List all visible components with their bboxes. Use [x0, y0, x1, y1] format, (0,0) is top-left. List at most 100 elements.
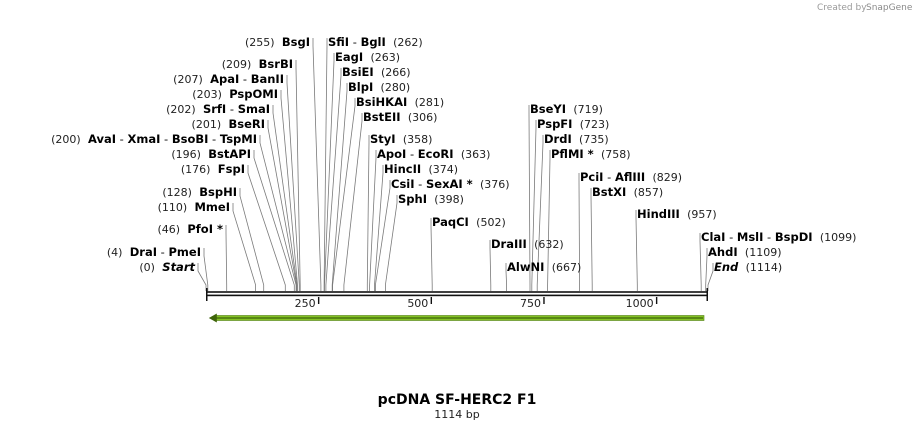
site-label-bseyi[interactable]: BseYI (719) — [530, 102, 603, 116]
site-position: (202) — [166, 103, 196, 116]
enzyme-name: BlpI — [348, 80, 373, 94]
axis-tick-mark — [655, 297, 658, 304]
enzyme-name: PciI — [580, 170, 603, 184]
site-position: (735) — [579, 133, 609, 146]
site-label-mmei[interactable]: (110) MmeI — [158, 200, 230, 214]
enzyme-separator: - — [116, 132, 127, 146]
feature-arrow[interactable] — [208, 313, 705, 323]
leader-pspfi — [531, 120, 537, 291]
site-label-eagi[interactable]: EagI (263) — [335, 50, 400, 64]
site-position: (957) — [687, 208, 717, 221]
enzyme-name: AhdI — [708, 245, 738, 259]
credit-brand: SnapGene — [866, 3, 913, 13]
site-label-bsihkai[interactable]: BsiHKAI (281) — [356, 95, 444, 109]
site-label-avai-xmai-bsobi-tspmi[interactable]: (200) AvaI - XmaI - BsoBI - TspMI — [51, 132, 257, 146]
site-position: (723) — [580, 118, 610, 131]
leader-bsgi — [312, 38, 322, 291]
site-position: (0) — [139, 261, 155, 274]
site-label-bsgi[interactable]: (255) BsgI — [245, 35, 310, 49]
sequence-top-strand — [206, 291, 708, 293]
site-label-fspi[interactable]: (176) FspI — [181, 162, 245, 176]
site-label-bseri[interactable]: (201) BseRI — [192, 117, 265, 131]
site-label-bsiei[interactable]: BsiEI (266) — [342, 65, 411, 79]
enzyme-name: EagI — [335, 50, 363, 64]
enzyme-name: XmaI — [127, 132, 160, 146]
site-label-start[interactable]: (0) Start — [139, 260, 195, 274]
leader-apai-banii — [286, 75, 300, 291]
enzyme-name: PspOMI — [229, 87, 278, 101]
enzyme-name: BsiHKAI — [356, 95, 407, 109]
enzyme-separator: - — [160, 132, 171, 146]
enzyme-name: SphI — [398, 192, 427, 206]
site-label-blpi[interactable]: BlpI (280) — [348, 80, 410, 94]
enzyme-separator: - — [415, 177, 426, 191]
site-label-sfii-bgli[interactable]: SfiI - BglI (262) — [328, 35, 423, 49]
site-label-paqci[interactable]: PaqCI (502) — [432, 215, 506, 229]
enzyme-name: SexAI * — [426, 177, 473, 191]
site-label-hindiii[interactable]: HindIII (957) — [637, 207, 717, 221]
site-label-end[interactable]: End (1114) — [714, 260, 782, 274]
enzyme-separator: - — [725, 230, 736, 244]
leader-bsteii — [343, 113, 363, 291]
enzyme-name: AflIII — [615, 170, 645, 184]
enzyme-name: BsrBI — [259, 57, 293, 71]
axis-ticks: 250 500 750 1000 — [295, 297, 658, 310]
enzyme-name: PaqCI — [432, 215, 469, 229]
site-position: (632) — [534, 238, 564, 251]
site-label-hincii[interactable]: HincII (374) — [384, 162, 458, 176]
leader-paqci — [430, 218, 433, 291]
site-position: (398) — [434, 193, 464, 206]
site-position: (363) — [461, 148, 491, 161]
site-label-csii-sexai[interactable]: CsiI - SexAI * (376) — [391, 177, 510, 191]
site-label-srfi-smai[interactable]: (202) SrfI - SmaI — [166, 102, 270, 116]
site-label-bsphi[interactable]: (128) BspHI — [162, 185, 237, 199]
axis-tick-mark — [430, 297, 433, 304]
leader-bseyi — [528, 105, 531, 291]
site-label-apoi-ecori[interactable]: ApoI - EcoRI (363) — [377, 147, 490, 161]
leader-bstxi — [590, 188, 593, 291]
enzyme-name: MmeI — [194, 200, 230, 214]
leader-pfoi — [225, 225, 228, 291]
enzyme-separator: - — [406, 147, 417, 161]
leader-bsrbi — [295, 60, 301, 291]
enzyme-separator: - — [763, 230, 774, 244]
site-label-drdi[interactable]: DrdI (735) — [544, 132, 609, 146]
site-position: (306) — [408, 111, 438, 124]
site-label-bsteii[interactable]: BstEII (306) — [363, 110, 437, 124]
site-label-sphi[interactable]: SphI (398) — [398, 192, 464, 206]
leader-bseri — [267, 120, 297, 291]
site-label-bstxi[interactable]: BstXI (857) — [592, 185, 663, 199]
site-label-pflmi[interactable]: PflMI * (758) — [551, 147, 631, 161]
site-label-drai-pmei[interactable]: (4) DraI - PmeI — [107, 245, 201, 259]
enzyme-name: TspMI — [220, 132, 257, 146]
site-label-draiii[interactable]: DraIII (632) — [491, 237, 564, 251]
leader-bstapi — [253, 150, 295, 291]
enzyme-name: SmaI — [238, 102, 270, 116]
site-label-bstapi[interactable]: (196) BstAPI — [171, 147, 251, 161]
sequence-end-cap — [706, 288, 708, 301]
site-position: (1099) — [820, 231, 857, 244]
enzyme-separator: - — [603, 170, 614, 184]
site-label-alwni[interactable]: AlwNI (667) — [507, 260, 581, 274]
site-position: (128) — [162, 186, 192, 199]
enzyme-name: SrfI — [203, 102, 226, 116]
site-position: (266) — [381, 66, 411, 79]
enzyme-name: BseRI — [228, 117, 265, 131]
site-position: (1114) — [746, 261, 783, 274]
site-label-pspomi[interactable]: (203) PspOMI — [192, 87, 278, 101]
site-label-bsrbi[interactable]: (209) BsrBI — [222, 57, 293, 71]
site-position: (262) — [393, 36, 423, 49]
enzyme-name: SfiI — [328, 35, 349, 49]
enzyme-name: StyI — [370, 132, 396, 146]
site-label-clai-msli-bspdi[interactable]: ClaI - MslI - BspDI (1099) — [701, 230, 856, 244]
site-label-pcii-afliii[interactable]: PciI - AflIII (829) — [580, 170, 682, 184]
site-position: (207) — [173, 73, 203, 86]
site-label-ahdi[interactable]: AhdI (1109) — [708, 245, 782, 259]
enzyme-name: PspFI — [537, 117, 572, 131]
site-labels: (0) Start(4) DraI - PmeI (46) PfoI * (110)… — [51, 35, 856, 274]
site-label-pfoi[interactable]: (46) PfoI * — [157, 222, 223, 236]
site-label-pspfi[interactable]: PspFI (723) — [537, 117, 609, 131]
site-label-styi[interactable]: StyI (358) — [370, 132, 432, 146]
site-label-apai-banii[interactable]: (207) ApaI - BanII — [173, 72, 284, 86]
